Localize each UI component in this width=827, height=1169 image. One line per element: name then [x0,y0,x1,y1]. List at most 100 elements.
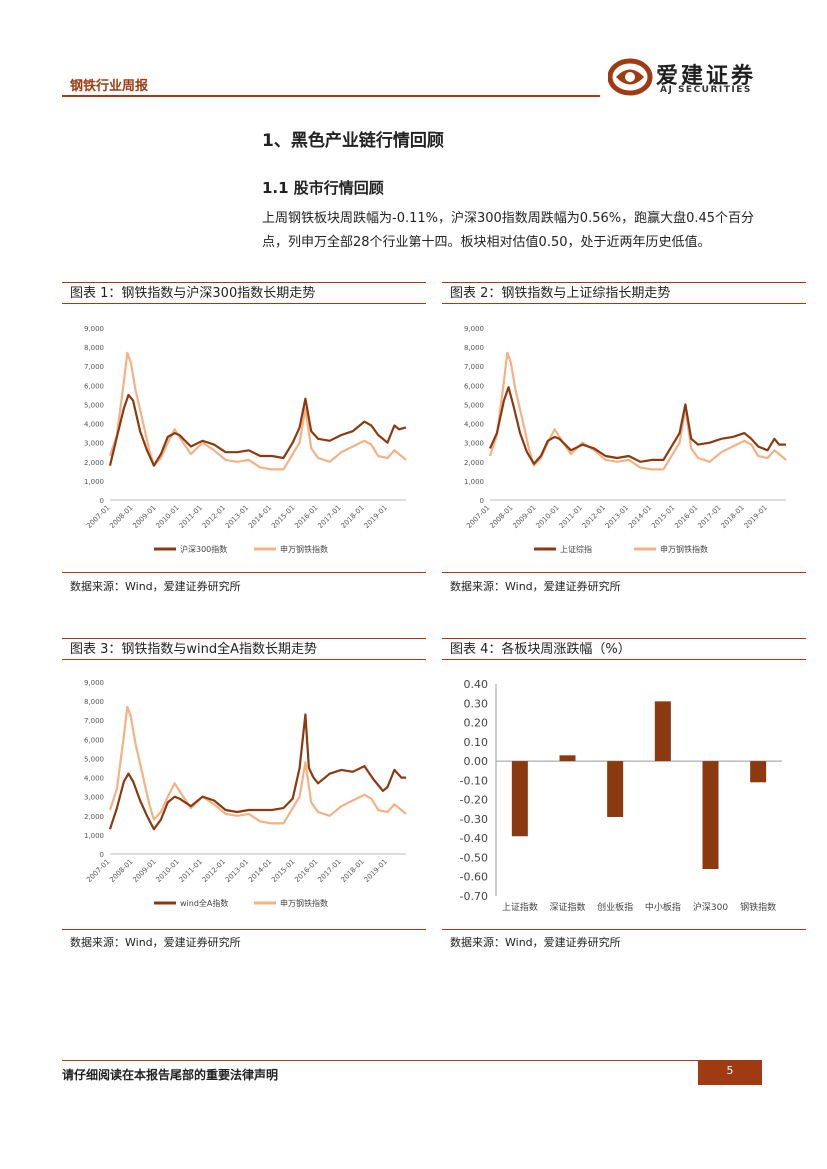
y-tick-label: 1,000 [84,478,104,486]
footer-rule [62,1060,762,1061]
y-tick-label: 7,000 [464,363,484,371]
y-tick-label: 7,000 [84,363,104,371]
bar-5 [750,761,767,783]
bar-0 [511,761,528,837]
x-tick-label: 2010-01 [154,504,180,530]
category-label-3: 中小板指 [645,901,681,913]
header-rule [62,95,600,97]
x-tick-label: 2008-01 [108,504,134,530]
x-tick-label: 2015-01 [650,504,676,530]
x-tick-label: 2016-01 [293,504,319,530]
x-tick-label: 2019-01 [363,504,389,530]
x-tick-label: 2009-01 [131,504,157,530]
series-line-0 [108,713,406,831]
figure-4-rule [442,929,806,930]
y-tick-label: -0.50 [460,851,488,864]
x-tick-label: 2018-01 [339,504,365,530]
x-tick-label: 2014-01 [247,858,273,884]
y-tick-label: 8,000 [84,698,104,706]
x-tick-label: 2017-01 [696,504,722,530]
x-tick-label: 2015-01 [270,504,296,530]
x-tick-label: 2007-01 [465,504,491,530]
figure-3-rule [62,929,426,930]
y-tick-label: 0.20 [464,717,489,730]
figure-1-chart: 9,000 8,000 7,000 6,000 5,000 4,000 3,000 2,000… [84,325,407,554]
x-tick-label: 2011-01 [178,504,204,530]
x-tick-label: 2018-01 [339,858,365,884]
y-tick-label: 2,000 [84,813,104,821]
x-tick-label: 2009-01 [511,504,537,530]
x-tick-label: 2007-01 [85,858,111,884]
legend-label-1: 申万钢铁指数 [660,544,708,554]
y-tick-label: 4,000 [464,421,484,429]
figure-3-title: 图表 3：钢铁指数与wind全A指数长期走势 [62,638,426,660]
x-tick-label: 2013-01 [224,858,250,884]
report-category: 钢铁行业周报 [70,79,149,94]
y-tick-label: 5,000 [464,401,484,409]
y-tick-label: 3,000 [84,440,104,448]
legend-label-0: 沪深300指数 [180,544,227,554]
x-tick-label: 2011-01 [558,504,584,530]
figure-4-source: 数据来源：Wind，爱建证券研究所 [450,936,621,949]
x-tick-label: 2013-01 [224,504,250,530]
series-line-0 [108,393,407,467]
y-tick-label: 0 [100,851,104,859]
y-tick-label: 9,000 [84,679,104,687]
legend-label-1: 申万钢铁指数 [280,544,328,554]
y-tick-label: 0.10 [464,736,489,749]
y-tick-label: 1,000 [84,832,104,840]
summary-paragraph: 上周钢铁板块周跌幅为-0.11%，沪深300指数周跌幅为0.56%，跑赢大盘0.… [262,211,755,250]
brand-logo: 爱建证券 AJ SECURITIES [607,58,768,96]
figure-4-title: 图表 4：各板块周涨跌幅（%） [442,638,806,660]
series-line-1 [108,351,407,471]
x-tick-label: 2014-01 [247,504,273,530]
legend-label-0: wind全A指数 [180,898,228,908]
x-tick-label: 2019-01 [743,504,769,530]
bar-3 [654,701,671,762]
category-label-4: 沪深300 [693,901,728,913]
y-tick-label: 0.30 [464,697,489,710]
x-tick-label: 2016-01 [293,858,319,884]
y-tick-label: 3,000 [84,794,104,802]
y-tick-label: 0.40 [464,678,489,691]
y-tick-label: 6,000 [84,382,104,390]
figure-3-source: 数据来源：Wind，爱建证券研究所 [70,936,241,949]
y-tick-label: 0 [100,497,104,505]
x-tick-label: 2016-01 [673,504,699,530]
x-tick-label: 2007-01 [85,504,111,530]
figure-1-title: 图表 1：钢铁指数与沪深300指数长期走势 [62,282,426,304]
figure-2-chart: 9,000 8,000 7,000 6,000 5,000 4,000 3,000 2,000… [464,325,787,554]
category-label-0: 上证指数 [502,901,538,913]
x-tick-label: 2012-01 [201,504,227,530]
figure-2-source: 数据来源：Wind，爱建证券研究所 [450,580,621,593]
y-tick-label: 9,000 [84,325,104,333]
x-tick-label: 2015-01 [270,858,296,884]
x-tick-label: 2018-01 [719,504,745,530]
category-label-2: 创业板指 [597,901,633,913]
y-tick-label: -0.40 [460,832,488,845]
y-tick-label: -0.30 [460,813,488,826]
legend-label-0: 上证综指 [560,544,592,554]
x-tick-label: 2008-01 [488,504,514,530]
y-tick-label: -0.20 [460,794,488,807]
x-tick-label: 2009-01 [131,858,157,884]
x-tick-label: 2014-01 [627,504,653,530]
x-tick-label: 2010-01 [534,504,560,530]
category-label-1: 深证指数 [549,901,585,913]
subsection-title: 1.1 股市行情回顾 [262,179,384,197]
page-number: 5 [698,1061,762,1085]
logo-mark-icon [607,58,653,96]
figure-4-chart: 0.40 0.30 0.20 0.10 0.00 -0.10 -0.20 -0.30 -0.40… [460,678,782,913]
y-tick-label: 4,000 [84,775,104,783]
y-tick-label: -0.60 [460,871,488,884]
y-tick-label: 1,000 [464,478,484,486]
logo-name-cn: 爱建证券 [656,64,757,89]
x-tick-label: 2013-01 [604,504,630,530]
y-tick-label: 6,000 [84,736,104,744]
series-line-1 [488,351,787,471]
category-label-5: 钢铁指数 [740,901,776,913]
bar-2 [607,761,624,817]
legend-label-1: 申万钢铁指数 [280,898,328,908]
footer-disclaimer: 请仔细阅读在本报告尾部的重要法律声明 [62,1068,279,1082]
logo-name-en: AJ SECURITIES [660,85,752,95]
